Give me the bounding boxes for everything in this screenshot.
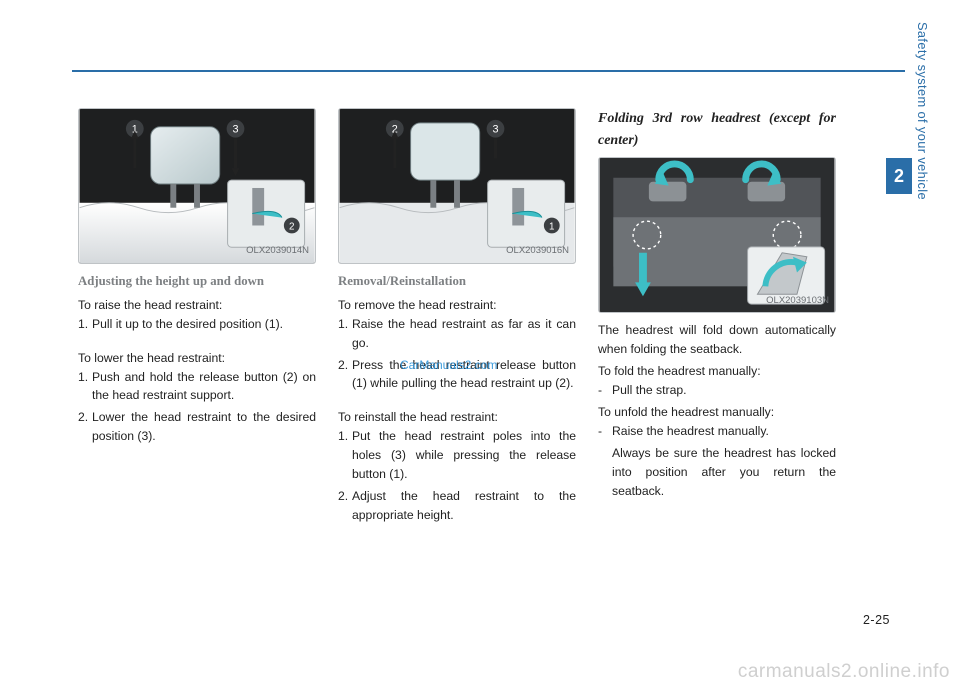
fold-manual-intro: To fold the headrest manually: — [598, 362, 836, 381]
dash-item: Raise the headrest manually. — [598, 422, 836, 441]
image-id-2: OLX2039016N — [506, 244, 569, 259]
list-item: 1.Pull it up to the desired position (1)… — [78, 315, 316, 334]
column-3: Folding 3rd row headrest (except for cen… — [598, 108, 836, 528]
watermark: CarManuals2.com — [400, 358, 497, 372]
lower-intro: To lower the head restraint: — [78, 349, 316, 368]
column-2: 2 3 1 OLX2039016N Removal/Reinstallation… — [338, 108, 576, 528]
note-text: Always be sure the headrest has locked i… — [612, 444, 836, 501]
raise-intro: To raise the head restraint: — [78, 296, 316, 315]
step-text: Push and hold the release button (2) on … — [92, 370, 316, 403]
main-content: 1 3 2 OLX2039014N Adjusting the height u… — [78, 108, 838, 528]
reinstall-steps: 1.Put the head restraint poles into the … — [338, 427, 576, 525]
svg-text:1: 1 — [549, 221, 554, 232]
list-item: 1.Put the head restraint poles into the … — [338, 427, 576, 484]
step-text: Pull it up to the desired position (1). — [92, 317, 283, 331]
remove-intro: To remove the head restraint: — [338, 296, 576, 315]
subheading-height: Adjusting the height up and down — [78, 272, 316, 292]
step-text: Lower the head restraint to the desired … — [92, 410, 316, 443]
section-tab: 2 — [886, 158, 912, 194]
illustration-folding: OLX2039103N — [598, 157, 836, 313]
illustration-removal: 2 3 1 OLX2039016N — [338, 108, 576, 264]
list-item: 1.Push and hold the release button (2) o… — [78, 368, 316, 406]
image-id-3: OLX2039103N — [766, 294, 829, 309]
dash-item: Pull the strap. — [598, 381, 836, 400]
step-text: Adjust the head restraint to the appropr… — [352, 489, 576, 522]
unfold-intro: To unfold the headrest manually: — [598, 403, 836, 422]
svg-text:3: 3 — [492, 124, 498, 136]
illustration-height-adjust: 1 3 2 OLX2039014N — [78, 108, 316, 264]
raise-steps: 1.Pull it up to the desired position (1)… — [78, 315, 316, 334]
page-number: 2-25 — [863, 613, 890, 627]
subheading-removal: Removal/Reinstallation — [338, 272, 576, 292]
list-item: 2.Lower the head restraint to the desire… — [78, 408, 316, 446]
section-title-vertical: Safety system of your vehicle — [915, 22, 930, 200]
step-text: Raise the head restraint as far as it ca… — [352, 317, 576, 350]
remove-steps: 1.Raise the head restraint as far as it … — [338, 315, 576, 394]
item-text: Raise the headrest manually. — [612, 424, 769, 438]
reinstall-intro: To reinstall the head restraint: — [338, 408, 576, 427]
footer-source: carmanuals2.online.info — [738, 661, 950, 683]
fold-intro-text: The headrest will fold down automaticall… — [598, 321, 836, 359]
lower-steps: 1.Push and hold the release button (2) o… — [78, 368, 316, 447]
topic-heading-folding: Folding 3rd row headrest (except for cen… — [598, 108, 836, 151]
item-text: Pull the strap. — [612, 383, 687, 397]
top-rule — [72, 70, 905, 72]
list-item: 2.Adjust the head restraint to the appro… — [338, 487, 576, 525]
list-item: 1.Raise the head restraint as far as it … — [338, 315, 576, 353]
image-id-1: OLX2039014N — [246, 244, 309, 259]
svg-text:2: 2 — [289, 221, 294, 232]
step-text: Put the head restraint poles into the ho… — [352, 429, 576, 481]
svg-text:3: 3 — [232, 124, 238, 136]
column-1: 1 3 2 OLX2039014N Adjusting the height u… — [78, 108, 316, 528]
